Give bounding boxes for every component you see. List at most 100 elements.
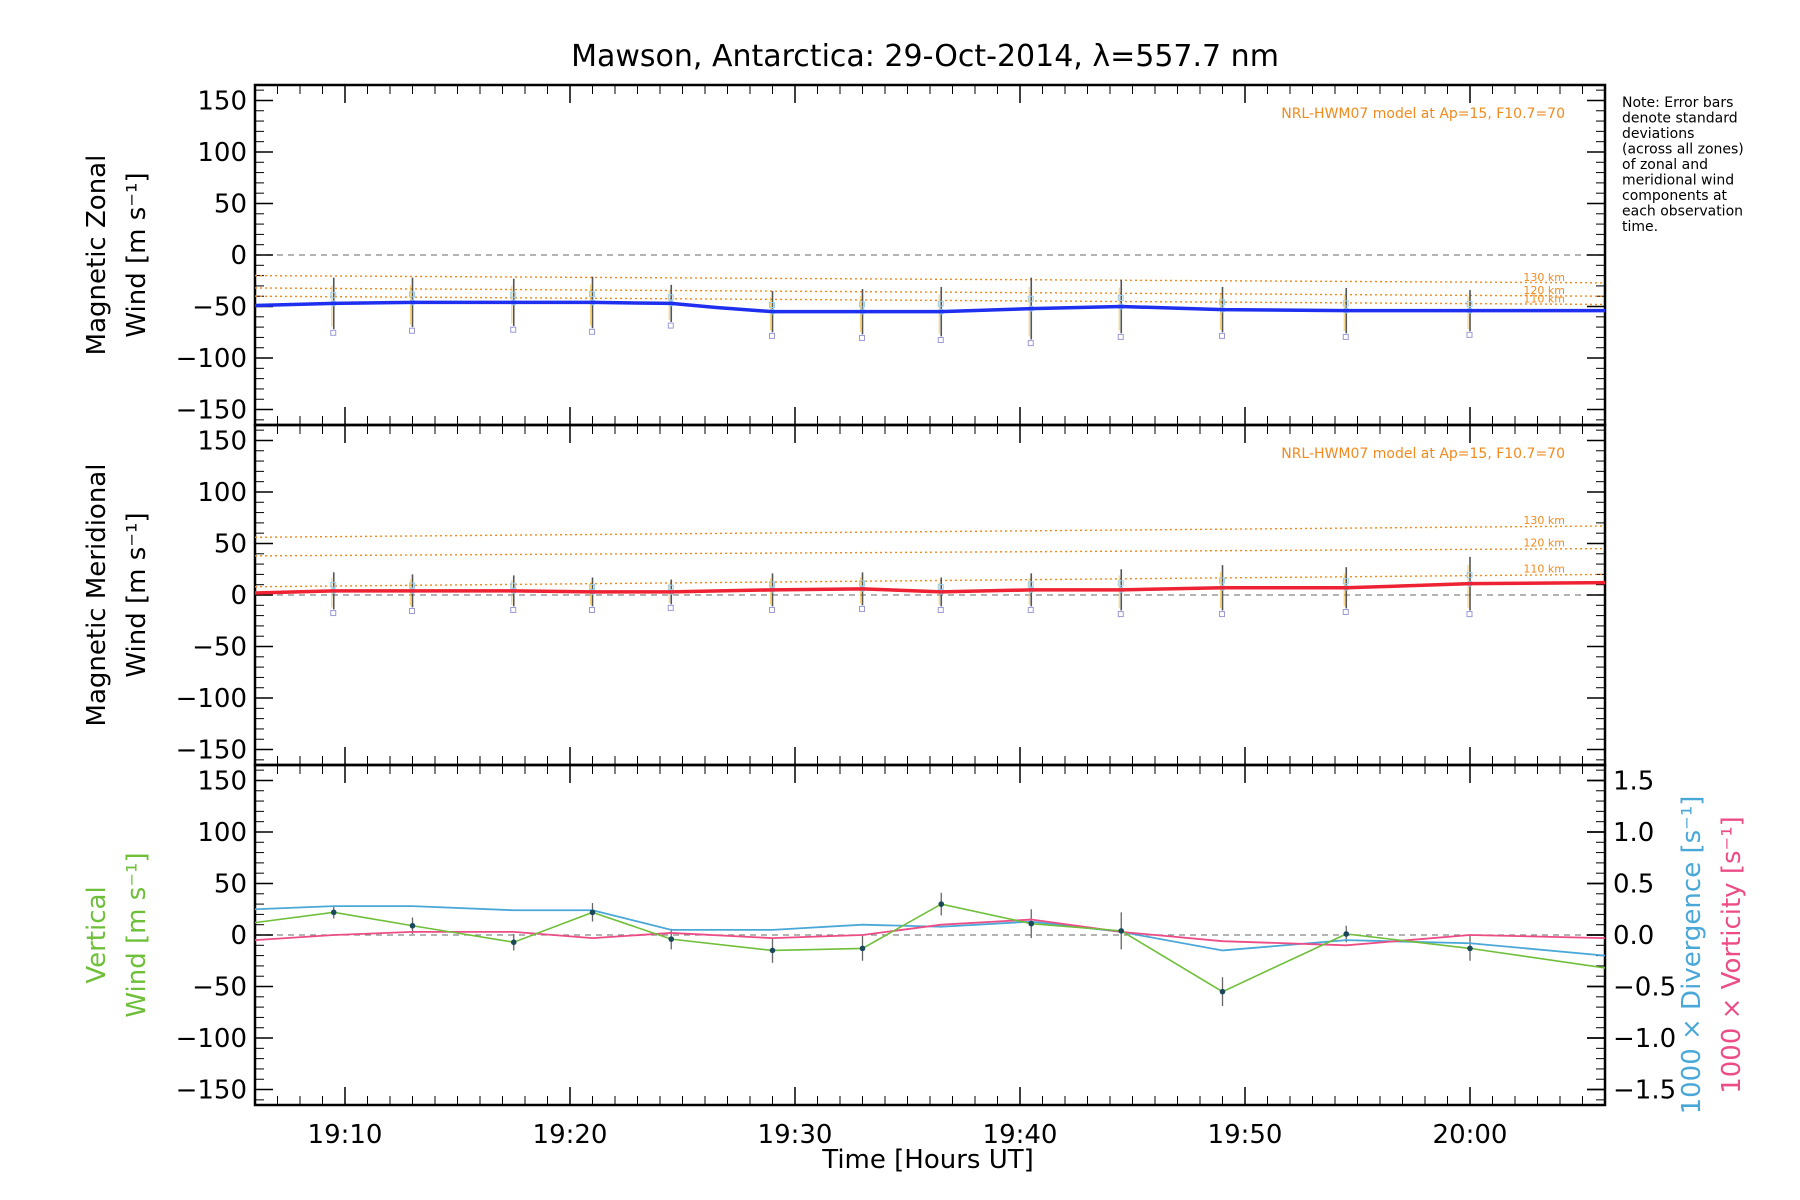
y-tick-label: −100 (176, 344, 247, 374)
zone-marker (1466, 300, 1473, 307)
model-label: NRL-HWM07 model at Ap=15, F10.7=70 (1281, 446, 1565, 462)
zone-marker (589, 291, 595, 298)
right-tick-label: 0.0 (1613, 921, 1654, 951)
zone-marker (589, 328, 595, 335)
y-axis-label-line1: Magnetic Meridional (82, 464, 112, 727)
zone-marker (859, 605, 865, 612)
right-tick-label: 0.5 (1613, 869, 1654, 899)
x-tick-label: 19:20 (533, 1120, 608, 1150)
vertical-wind-point (1219, 988, 1226, 995)
y-tick-label: 100 (197, 818, 247, 848)
right-tick-label: 1.0 (1613, 818, 1654, 848)
model-line-110km (254, 573, 1606, 588)
vorticity-axis-label: 1000 × Vorticity [s⁻¹] (1717, 816, 1747, 1094)
zone-marker (1027, 295, 1034, 302)
y-tick-label: 150 (197, 86, 247, 116)
zone-marker (1117, 580, 1124, 587)
y-tick-label: 50 (214, 529, 247, 559)
zone-marker (1117, 333, 1124, 340)
zone-marker (667, 294, 674, 301)
y-tick-label: −150 (176, 396, 247, 426)
y-axis-label-line2: Wind [m s⁻¹] (122, 512, 152, 677)
vertical-wind-point (589, 909, 596, 916)
zone-marker (1219, 299, 1225, 306)
zone-marker (1027, 340, 1034, 347)
vertical-wind-point (409, 922, 416, 929)
zone-marker (937, 337, 944, 344)
model-line-120km (254, 547, 1606, 557)
right-tick-label: 1.5 (1613, 766, 1654, 796)
chart-title: Mawson, Antarctica: 29-Oct-2014, λ=557.7… (571, 39, 1279, 74)
y-tick-label: 0 (230, 241, 247, 271)
zone-marker (330, 610, 337, 617)
altitude-label: 110 km (1523, 292, 1565, 305)
divergence-line (254, 905, 1606, 957)
vertical-wind-point (330, 909, 337, 916)
altitude-label: 120 km (1523, 284, 1565, 297)
zone-marker (1117, 294, 1124, 301)
zone-marker (1466, 572, 1473, 579)
y-axis-label-line2: Wind [m s⁻¹] (122, 852, 152, 1017)
model-line-130km (254, 525, 1606, 539)
zone-marker (859, 301, 865, 308)
y-tick-label: −50 (192, 633, 247, 663)
zone-marker (859, 334, 865, 341)
zone-marker (1342, 300, 1349, 307)
zone-marker (1219, 332, 1225, 339)
note-line: meridional wind (1622, 173, 1734, 189)
vertical-wind-point (938, 901, 945, 907)
zone-marker (1342, 578, 1349, 585)
zone-marker (769, 606, 775, 613)
altitude-label: 110 km (1523, 562, 1565, 575)
y-tick-label: −50 (192, 973, 247, 1003)
zone-marker (937, 606, 944, 613)
zone-marker (330, 581, 337, 588)
y-tick-label: 150 (197, 426, 247, 456)
note-line: denote standard (1622, 111, 1738, 127)
zone-marker (510, 606, 517, 613)
vertical-wind-point (1028, 920, 1035, 927)
panel-vertical: 150 100 50 0 −50 −100 −150 Vertical Wind [m s⁻¹]… (82, 763, 1747, 1150)
note-line: Note: Error bars (1622, 95, 1733, 111)
y-tick-label: 150 (197, 766, 247, 796)
x-axis-label: Time [Hours UT] (821, 1145, 1034, 1175)
note-line: time. (1622, 219, 1658, 235)
y-tick-label: −50 (192, 293, 247, 323)
y-tick-label: −150 (176, 736, 247, 766)
altitude-label: 130 km (1523, 514, 1565, 527)
altitude-label: 120 km (1523, 537, 1565, 550)
zone-marker (1466, 611, 1473, 618)
model-line-130km (254, 274, 1606, 284)
x-tick-label: 19:40 (983, 1120, 1058, 1150)
vertical-wind-point (668, 936, 675, 942)
x-tick-label: 19:10 (308, 1120, 383, 1150)
right-tick-label: −1.5 (1613, 1076, 1676, 1106)
vertical-wind-point (769, 947, 776, 954)
divergence-axis-label: 1000 × Divergence [s⁻¹] (1677, 796, 1707, 1115)
x-tick-label: 19:50 (1208, 1120, 1283, 1150)
zone-marker (330, 329, 337, 336)
y-axis-label-line2: Wind [m s⁻¹] (122, 172, 152, 337)
y-tick-label: 100 (197, 478, 247, 508)
model-line-110km (254, 295, 1606, 306)
zone-marker (667, 322, 674, 329)
y-tick-label: 0 (230, 581, 247, 611)
note-line: of zonal and (1622, 157, 1708, 173)
y-tick-label: 50 (214, 869, 247, 899)
note-line: components at (1622, 188, 1728, 204)
zone-marker (1219, 577, 1225, 584)
y-axis-label-line1: Magnetic Zonal (82, 155, 112, 356)
altitude-label: 130 km (1523, 271, 1565, 284)
y-tick-label: 50 (214, 189, 247, 219)
y-tick-label: 0 (230, 921, 247, 951)
y-axis-label-line1: Vertical (82, 886, 112, 983)
vertical-wind-point (1343, 931, 1350, 937)
meridional-wind-line (254, 580, 1606, 595)
zone-marker (769, 301, 775, 308)
zone-marker (589, 606, 595, 613)
zone-marker (1342, 609, 1349, 616)
vertical-wind-point (1118, 928, 1125, 934)
zone-marker (510, 326, 517, 333)
zone-marker (667, 604, 674, 611)
